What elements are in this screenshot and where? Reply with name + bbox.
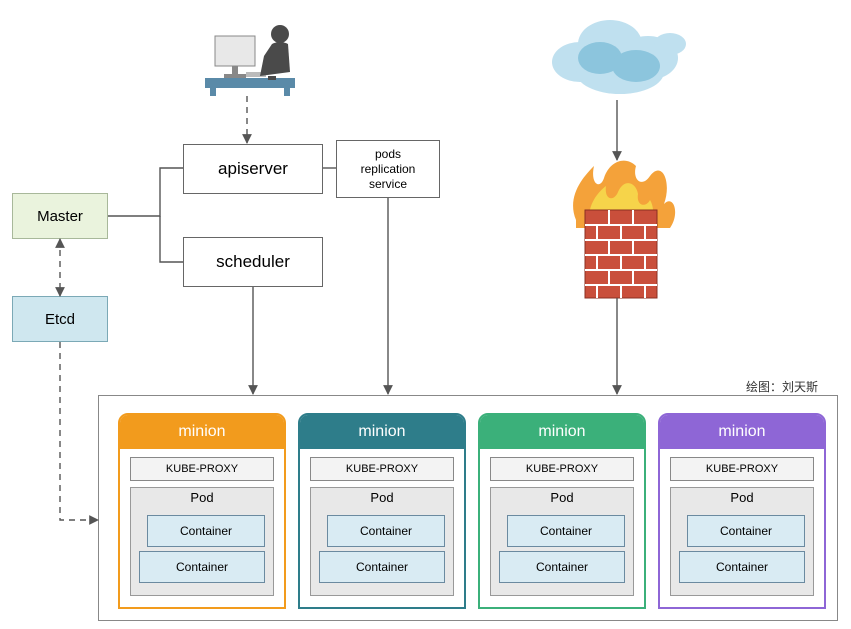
master-box: Master [12,193,108,239]
minion-header: minion [120,415,284,449]
kube-proxy-box: KUBE-PROXY [670,457,814,481]
minion-header: minion [660,415,824,449]
pod-label: Pod [139,488,265,509]
container-box: Container [687,515,805,547]
container-box: Container [499,551,625,583]
edge-master-scheduler [160,216,183,262]
firewall-icon [573,161,675,298]
pod-box: Pod Container Container [130,487,274,596]
pods-box: pods replication service [336,140,440,198]
container-box: Container [147,515,265,547]
scheduler-label: scheduler [216,252,290,272]
minion-header: minion [300,415,464,449]
master-label: Master [37,208,83,225]
kube-proxy-box: KUBE-PROXY [130,457,274,481]
pod-label: Pod [679,488,805,509]
container-box: Container [319,551,445,583]
minion-box: minion KUBE-PROXY Pod Container Container [478,413,646,609]
container-box: Container [507,515,625,547]
kube-proxy-box: KUBE-PROXY [490,457,634,481]
minion-header: minion [480,415,644,449]
edge-etcd-panel [60,342,98,520]
pod-box: Pod Container Container [490,487,634,596]
pods-label: pods replication service [361,147,416,192]
apiserver-box: apiserver [183,144,323,194]
minion-box: minion KUBE-PROXY Pod Container Container [658,413,826,609]
scheduler-box: scheduler [183,237,323,287]
etcd-box: Etcd [12,296,108,342]
container-box: Container [139,551,265,583]
pod-label: Pod [319,488,445,509]
cloud-icon [552,20,686,94]
minion-box: minion KUBE-PROXY Pod Container Container [118,413,286,609]
pod-box: Pod Container Container [670,487,814,596]
user-icon [205,25,295,96]
credit-text: 绘图：刘天斯 [746,378,818,395]
apiserver-label: apiserver [218,159,288,179]
pod-box: Pod Container Container [310,487,454,596]
container-box: Container [327,515,445,547]
minion-box: minion KUBE-PROXY Pod Container Container [298,413,466,609]
kube-proxy-box: KUBE-PROXY [310,457,454,481]
container-box: Container [679,551,805,583]
edge-master-apiserver [108,168,183,216]
etcd-label: Etcd [45,311,75,328]
pod-label: Pod [499,488,625,509]
